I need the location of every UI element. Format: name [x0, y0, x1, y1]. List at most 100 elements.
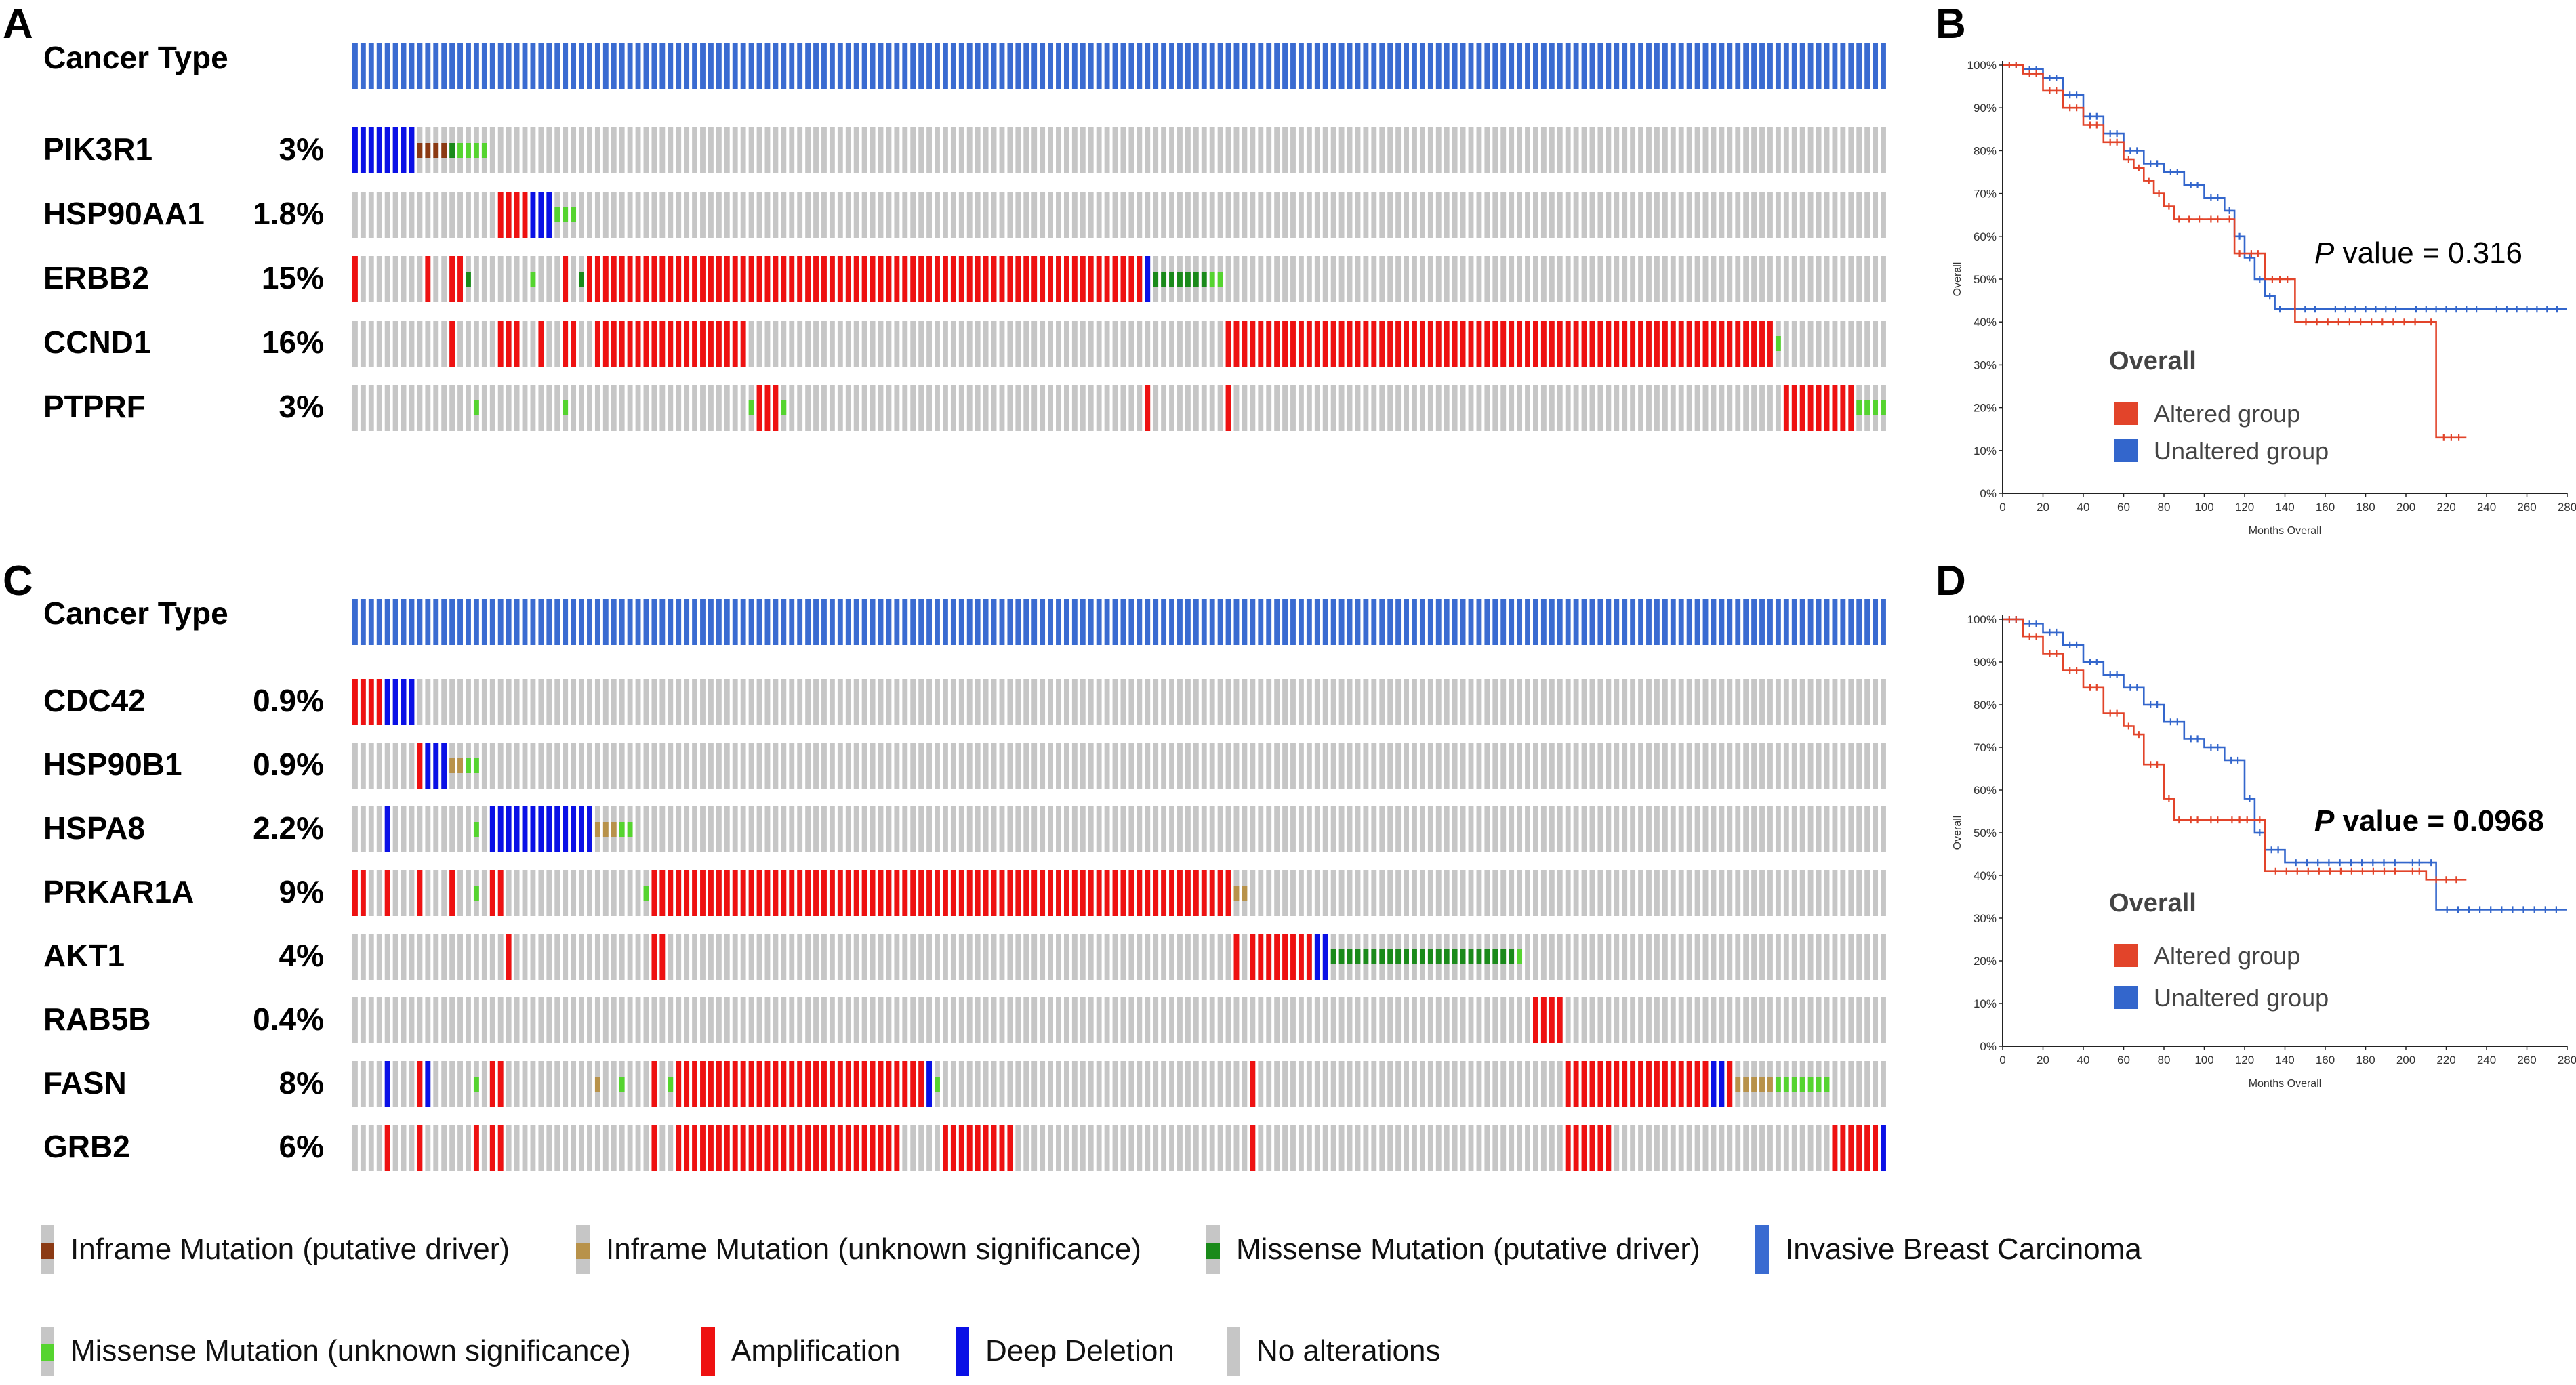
cancer-type-cell — [1500, 43, 1507, 89]
sample-cell — [368, 806, 374, 852]
sample-cell — [756, 743, 762, 789]
sample-cell — [1266, 127, 1272, 173]
cna-mark-amplification — [1282, 934, 1288, 980]
cna-mark-amplification — [538, 321, 544, 367]
sample-cell — [1185, 679, 1191, 725]
sample-cell — [740, 385, 746, 431]
sample-cell — [708, 385, 714, 431]
sample-cell — [441, 256, 447, 302]
sample-cell — [481, 385, 487, 431]
sample-cell — [983, 806, 989, 852]
cna-mark-amplification — [1145, 870, 1151, 916]
sample-cell — [1056, 1125, 1061, 1171]
sample-cell — [910, 127, 916, 173]
legend-label: Inframe Mutation (unknown significance) — [606, 1233, 1141, 1266]
cna-mark-amplification — [870, 256, 876, 302]
cna-mark-amplification — [829, 870, 835, 916]
gene-track-pik3r1: PIK3R1 3% — [43, 127, 1886, 173]
sample-cell — [1015, 1125, 1021, 1171]
sample-cell — [1347, 679, 1353, 725]
sample-cell — [1719, 1125, 1725, 1171]
cancer-type-cell — [1743, 599, 1749, 645]
sample-cell — [837, 997, 843, 1043]
sample-cell — [1145, 1125, 1151, 1171]
sample-cell — [1476, 679, 1482, 725]
cna-mark-amplification — [724, 1061, 730, 1107]
sample-cell — [1153, 997, 1159, 1043]
sample-cell — [1056, 679, 1061, 725]
sample-cell — [1161, 743, 1167, 789]
sample-cell — [958, 385, 964, 431]
sample-cell — [1492, 1125, 1498, 1171]
sample-cell — [1881, 806, 1886, 852]
sample-cell — [1338, 256, 1345, 302]
censor-mark — [2236, 250, 2243, 257]
sample-cell — [1468, 743, 1474, 789]
sample-cell — [481, 1125, 487, 1171]
sample-cell — [1614, 806, 1620, 852]
censor-mark — [2127, 684, 2134, 691]
gene-label: FASN — [43, 1065, 127, 1100]
sample-cell — [1435, 997, 1442, 1043]
sample-cell — [530, 1125, 536, 1171]
sample-cell — [1460, 192, 1466, 238]
censor-mark — [2026, 633, 2033, 640]
cancer-type-cell — [1702, 43, 1709, 89]
sample-cell — [676, 934, 682, 980]
sample-cell — [1444, 192, 1450, 238]
cna-mark-amplification — [1233, 321, 1240, 367]
alteration-percent: 0.4% — [253, 1001, 324, 1037]
cancer-type-cell — [1128, 599, 1134, 645]
sample-cell — [1500, 1125, 1507, 1171]
sample-cell — [668, 1125, 674, 1171]
mutation-mark-missense-unknown — [668, 1077, 674, 1092]
sample-cell — [1573, 192, 1579, 238]
sample-cell — [870, 385, 876, 431]
sample-cell — [773, 679, 779, 725]
sample-cell — [1824, 870, 1830, 916]
cna-mark-amplification — [1468, 321, 1474, 367]
sample-cell — [449, 806, 455, 852]
sample-cell — [506, 679, 512, 725]
cna-mark-amplification — [797, 1061, 803, 1107]
cna-mark-deep-deletion — [433, 743, 439, 789]
cna-mark-amplification — [692, 321, 697, 367]
cna-mark-amplification — [1112, 870, 1118, 916]
sample-cell — [1282, 385, 1288, 431]
cna-mark-amplification — [708, 256, 714, 302]
sample-cell — [1873, 192, 1879, 238]
sample-cell — [579, 743, 584, 789]
sample-cell — [1048, 679, 1053, 725]
cna-mark-amplification — [594, 256, 600, 302]
alteration-percent: 4% — [279, 938, 324, 973]
cna-mark-amplification — [1783, 385, 1789, 431]
sample-cell — [1379, 385, 1385, 431]
cna-mark-amplification — [514, 321, 520, 367]
cancer-type-cell — [409, 43, 415, 89]
sample-cell — [457, 679, 463, 725]
sample-cell — [789, 997, 795, 1043]
sample-cell — [409, 1061, 415, 1107]
sample-cell — [950, 321, 956, 367]
sample-cell — [425, 806, 431, 852]
alteration-percent: 1.8% — [253, 196, 324, 231]
sample-cell — [1500, 256, 1507, 302]
sample-cell — [1080, 192, 1086, 238]
sample-cell — [926, 321, 933, 367]
cna-mark-amplification — [571, 321, 577, 367]
sample-cell — [1031, 385, 1038, 431]
cancer-type-cell — [781, 43, 787, 89]
sample-cell — [1751, 1125, 1757, 1171]
sample-cell — [384, 192, 390, 238]
sample-cell — [1646, 870, 1652, 916]
cancer-type-cell — [1509, 43, 1515, 89]
sample-cell — [1145, 806, 1151, 852]
sample-cell — [966, 997, 973, 1043]
censor-mark — [2357, 318, 2365, 326]
sample-cell — [1484, 385, 1490, 431]
sample-cell — [376, 1125, 382, 1171]
sample-cell — [1565, 679, 1571, 725]
sample-cell — [1848, 743, 1854, 789]
sample-cell — [676, 385, 682, 431]
sample-cell — [522, 385, 528, 431]
